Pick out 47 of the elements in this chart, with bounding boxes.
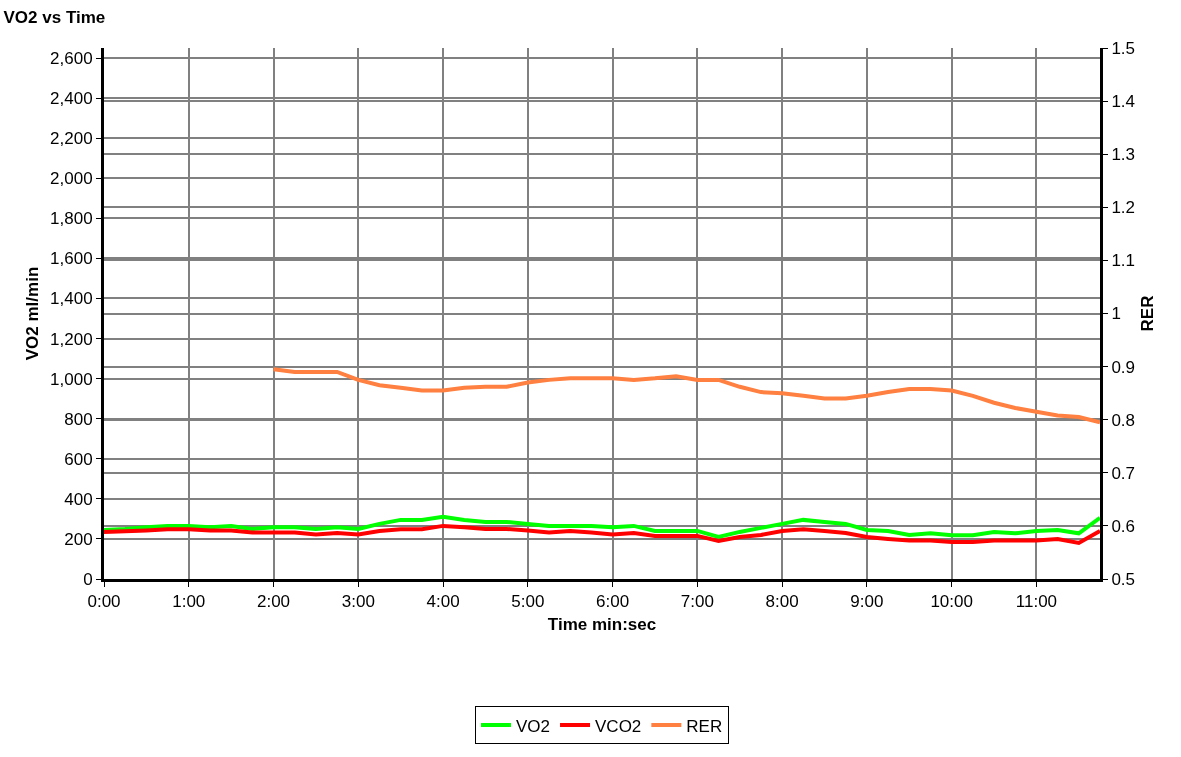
- x-tick-label: 2:00: [256, 592, 291, 612]
- y2-tick-label: 0.7: [1111, 463, 1136, 483]
- y2-tick-label: 1.1: [1111, 251, 1136, 271]
- y2-tick-label: 1.5: [1111, 38, 1136, 58]
- chart-title: VO2 vs Time: [3, 8, 106, 28]
- x-tick-label: 0:00: [87, 592, 121, 612]
- x-tick-label: 9:00: [850, 592, 884, 612]
- y2-axis-title: RER: [1138, 295, 1158, 332]
- y2-tick-label: 1.2: [1111, 198, 1136, 218]
- y2-tick-label: 0.8: [1111, 410, 1136, 430]
- x-tick-label: 10:00: [930, 592, 973, 612]
- y2-tick-label: 1: [1111, 304, 1121, 324]
- x-tick-label: 4:00: [426, 592, 460, 612]
- x-tick-label: 8:00: [765, 592, 799, 612]
- y-tick-label: 2,200: [50, 129, 93, 149]
- y-tick-label: 400: [64, 489, 93, 509]
- y-tick-label: 2,400: [50, 89, 93, 109]
- legend-label: VCO2: [595, 716, 642, 736]
- x-tick-label: 5:00: [511, 592, 545, 612]
- x-tick-label: 3:00: [341, 592, 375, 612]
- y-tick-label: 800: [64, 409, 93, 429]
- x-tick-label: 11:00: [1015, 592, 1058, 612]
- x-tick-label: 6:00: [596, 592, 630, 612]
- y-tick-label: 0: [83, 569, 93, 589]
- y-tick-label: 2,600: [50, 48, 93, 68]
- legend-label: VO2: [516, 716, 551, 736]
- y2-tick-label: 1.4: [1111, 92, 1136, 112]
- y-axis-title: VO2 ml/min: [22, 266, 42, 361]
- x-tick-label: 7:00: [680, 592, 714, 612]
- x-tick-label: 1:00: [172, 592, 206, 612]
- y-tick-label: 1,800: [50, 209, 93, 229]
- line-series: [104, 523, 1100, 545]
- y2-tick-label: 0.6: [1111, 516, 1136, 536]
- y2-tick-label: 0.5: [1111, 569, 1136, 589]
- y-tick-label: 600: [64, 449, 93, 469]
- y-tick-label: 200: [64, 529, 93, 549]
- y2-tick-label: 0.9: [1111, 357, 1136, 377]
- line-series: [104, 514, 1100, 539]
- y2-tick-label: 1.3: [1111, 145, 1136, 165]
- x-axis-title: Time min:sec: [547, 614, 657, 634]
- y-tick-label: 1,600: [50, 249, 93, 269]
- y-tick-label: 1,400: [50, 289, 93, 309]
- line-series: [271, 367, 1100, 425]
- y-tick-label: 2,000: [50, 169, 93, 189]
- legend-label: RER: [686, 716, 723, 736]
- y-tick-label: 1,000: [50, 369, 93, 389]
- y-tick-label: 1,200: [50, 329, 93, 349]
